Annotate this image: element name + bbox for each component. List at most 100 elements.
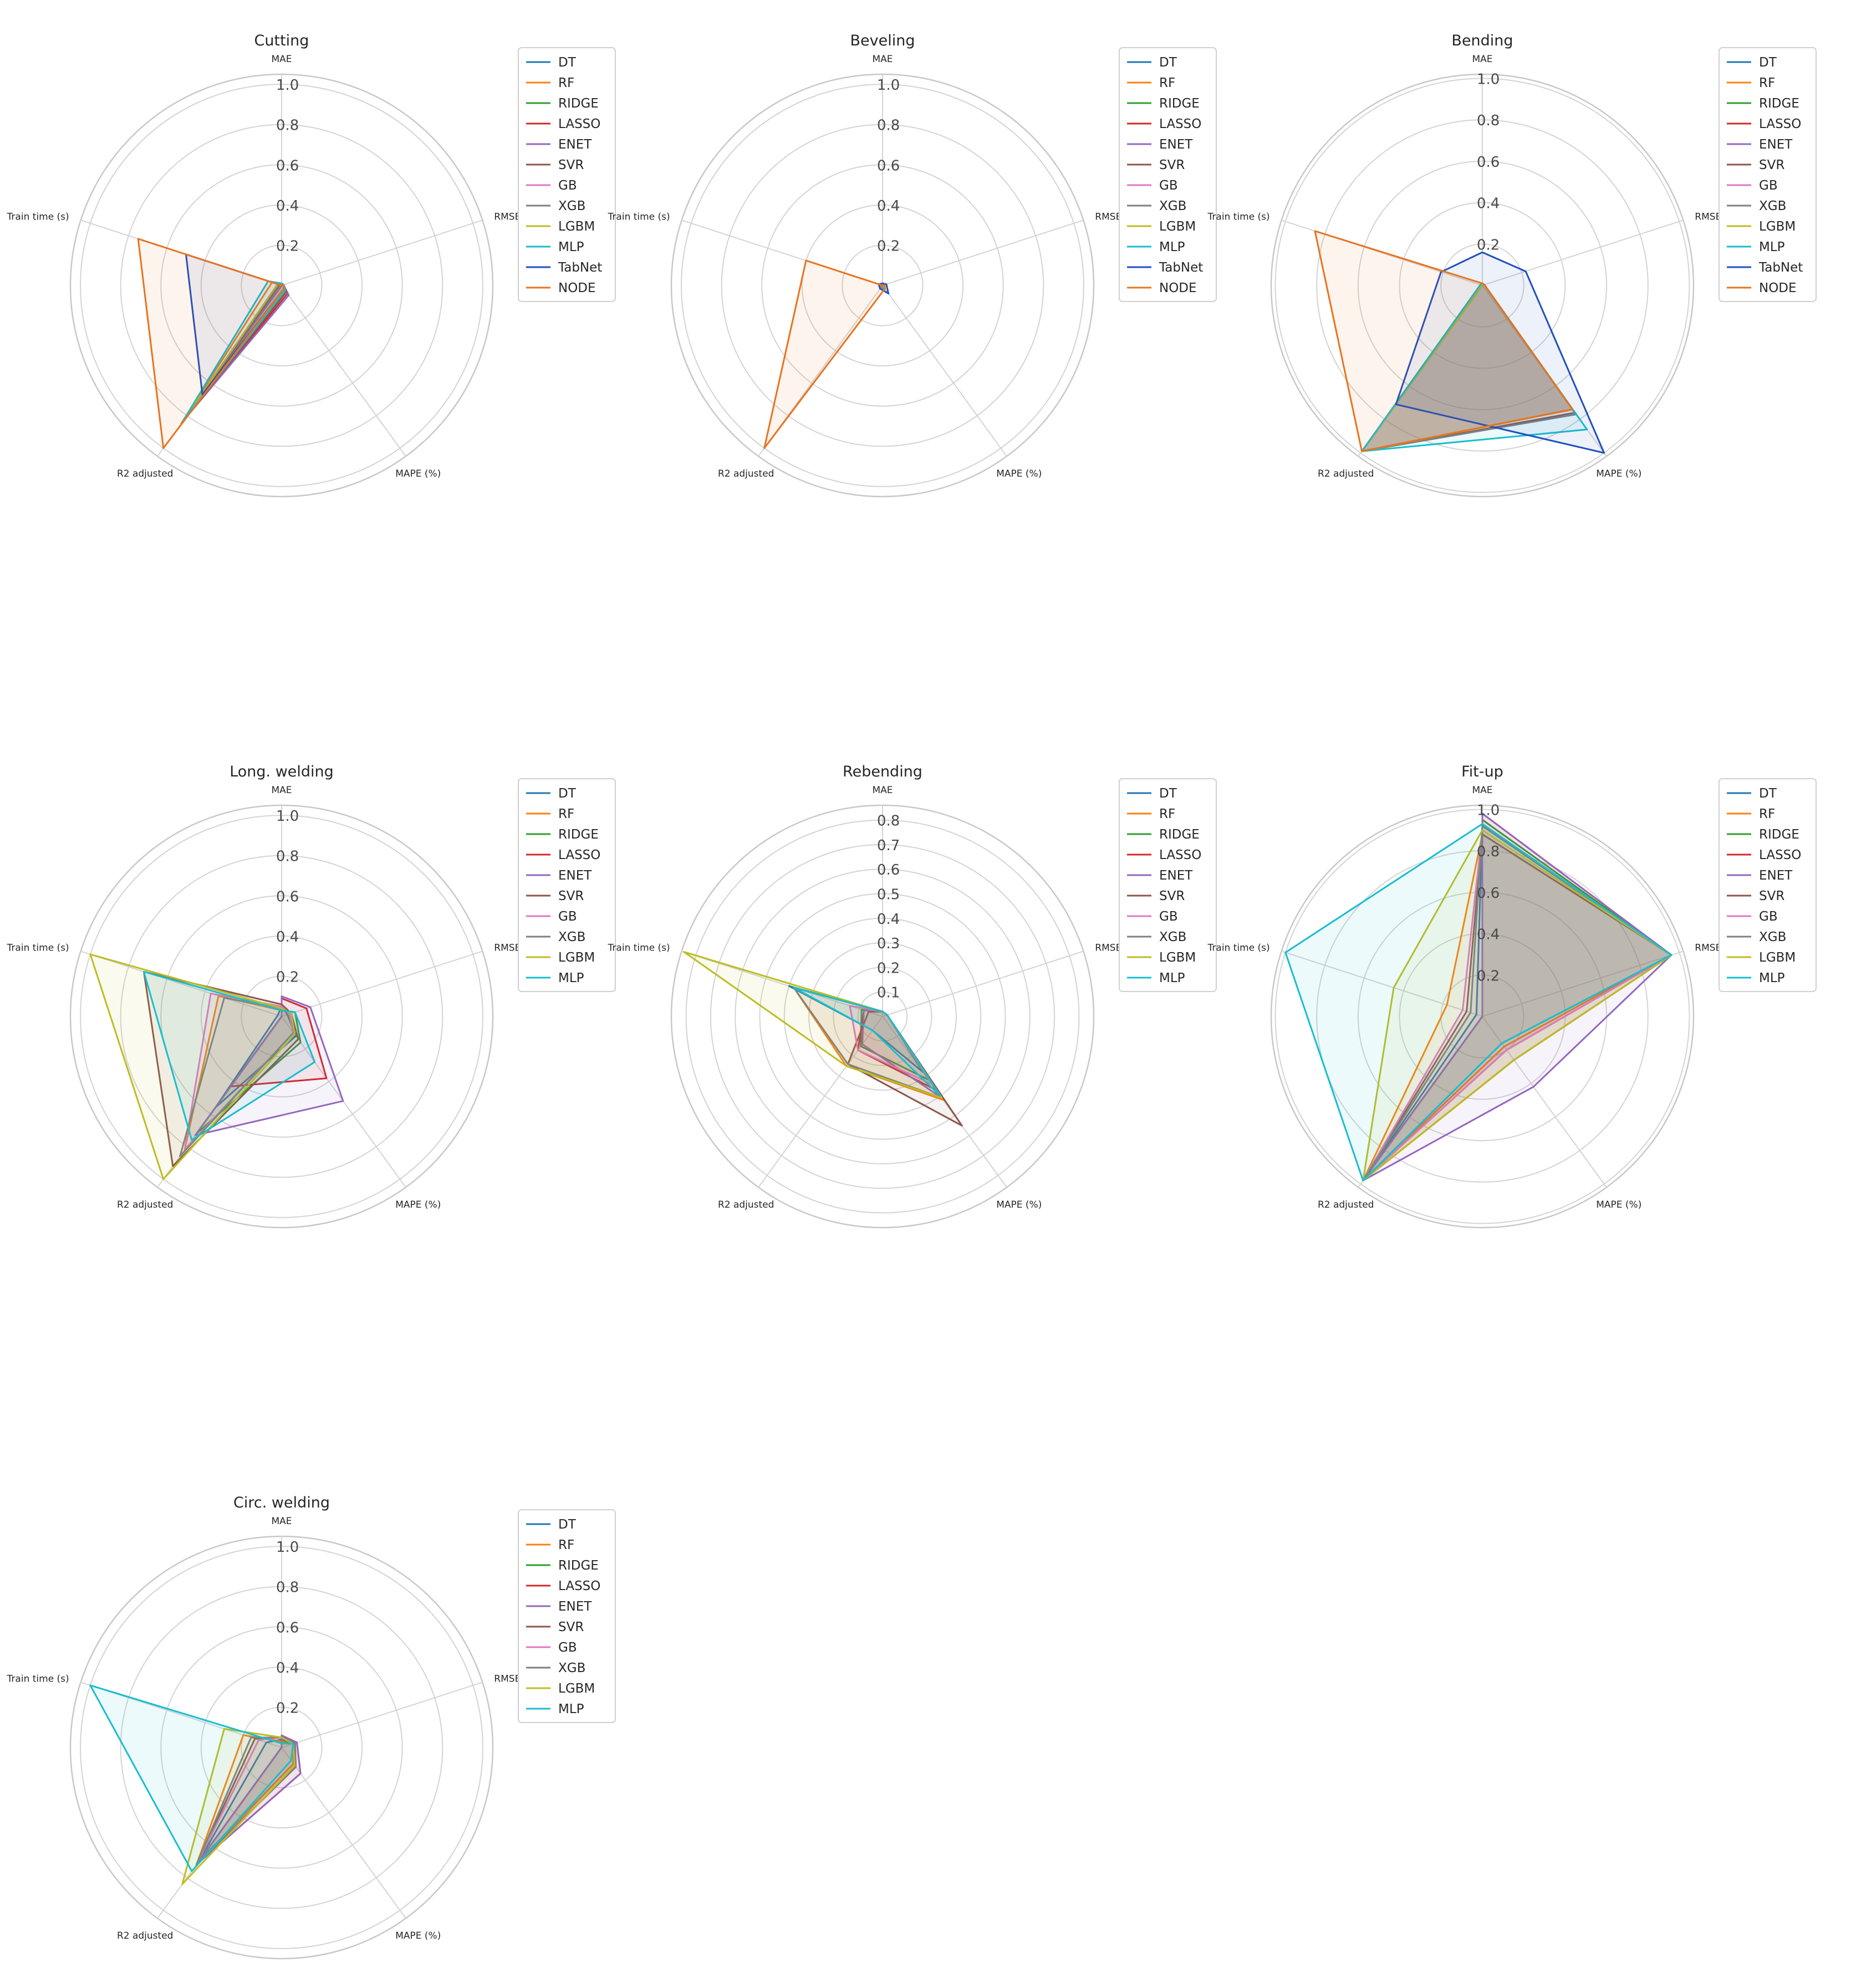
axis-label-mape: MAPE (%) [1596,1199,1641,1210]
legend-label-mlp: MLP [1759,240,1785,254]
legend-label-svr: SVR [1759,889,1784,903]
r-tick-label: 0.4 [1477,927,1500,943]
r-tick-label: 0.4 [1477,196,1500,212]
legend-label-mlp: MLP [558,971,584,985]
r-tick-label: 0.8 [877,117,900,134]
legend-label-lgbm: LGBM [558,219,595,234]
series-node [1314,230,1573,452]
legend-label-rf: RF [1159,76,1175,90]
radar-chart-rebending: 0.1 0.2 0.3 0.4 0.5 0.6 0.7 0.8 MAE RMSE MAPE (%) R… [608,763,1217,1229]
axis-label-mape: MAPE (%) [996,468,1042,479]
r-tick-label: 0.7 [877,837,900,854]
r-tick-label: 0.6 [1477,885,1500,902]
series-lgbm [1362,829,1672,1182]
legend-label-dt: DT [558,1517,577,1532]
spoke [80,950,282,1017]
legend-label-mlp: MLP [1159,971,1185,985]
spoke [281,219,483,286]
chart-title: Circ. welding [233,1494,330,1511]
legend-label-dt: DT [1759,786,1777,801]
legend-label-rf: RF [558,1538,574,1552]
r-tick-label: 0.4 [276,198,299,214]
legend-label-enet: ENET [558,137,592,152]
legend-label-tabnet: TabNet [1758,260,1803,275]
axis-label-mae: MAE [872,54,893,65]
series-dt [215,1005,297,1108]
legend-label-mlp: MLP [558,1702,584,1716]
spoke [882,219,1084,286]
axis-label-mape: MAPE (%) [395,468,441,479]
r-tick-label: 0.6 [276,1619,299,1636]
legend-label-enet: ENET [558,1599,592,1614]
r-tick-label: 1.0 [1477,71,1500,88]
legend: DT RF RIDGE LASSO ENET SVR GB XGB LGBM MLP [518,1509,616,1723]
r-tick-label: 0.6 [276,888,299,905]
legend-label-lasso: LASSO [1759,848,1801,862]
r-tick-label: 0.6 [1477,154,1500,171]
axis-label-rmse: RMSE [1095,943,1121,954]
legend-label-svr: SVR [1159,889,1185,903]
r-tick-label: 0.4 [276,929,299,946]
legend-box [1119,778,1217,992]
series-mlp [89,1684,294,1872]
legend-label-ridge: RIDGE [1159,827,1200,842]
axis-label-train-time-s: Train time (s) [7,212,69,223]
legend-label-ridge: RIDGE [558,827,599,842]
axis-label-mae: MAE [271,1516,292,1527]
r-tick-label: 0.2 [1477,968,1500,984]
legend-label-enet: ENET [558,868,592,883]
r-tick-label: 1.0 [877,77,900,94]
r-tick-label: 0.8 [276,1580,299,1596]
axis-label-train-time-s: Train time (s) [1207,212,1270,223]
legend-label-lgbm: LGBM [1159,219,1196,234]
r-tick-label: 0.2 [276,969,299,985]
r-tick-label: 0.4 [877,198,900,214]
spoke [882,1016,1007,1188]
series-mlp [793,987,941,1097]
r-tick-label: 0.8 [1477,844,1500,860]
legend-box [1719,47,1817,302]
series-lgbm [683,951,943,1099]
r-tick-label: 0.2 [1477,237,1500,253]
series-tabnet [1395,251,1605,454]
legend-label-lasso: LASSO [1159,117,1201,131]
legend-label-xgb: XGB [1159,199,1186,213]
legend-label-svr: SVR [1159,158,1185,172]
legend-label-ridge: RIDGE [558,96,599,111]
axis-label-train-time-s: Train time (s) [1207,943,1270,954]
r-tick-label: 0.5 [877,887,900,903]
legend: DT RF RIDGE LASSO ENET SVR GB XGB LGBM MLP TabNet N… [1719,47,1817,302]
axis-label-r2-adjusted: R2 adjusted [1318,468,1374,479]
r-tick-label: 0.2 [877,238,900,254]
series-node [763,259,886,449]
legend-label-svr: SVR [1759,158,1784,172]
r-tick-label: 0.2 [276,1700,299,1716]
chart-title: Rebending [843,763,922,780]
radar-chart-bending: 0.2 0.4 0.6 0.8 1.0 MAE RMSE MAPE (%) R2 adjuste… [1207,32,1817,498]
radar-chart-fit-up: 0.2 0.4 0.6 0.8 1.0 MAE RMSE MAPE (%) R2 adjuste… [1207,763,1817,1229]
legend: DT RF RIDGE LASSO ENET SVR GB XGB LGBM MLP [1119,778,1217,992]
legend-box [518,778,616,992]
series-lgbm [181,1728,295,1885]
series-enet [195,1734,302,1866]
legend-label-lasso: LASSO [558,1579,600,1593]
legend-label-dt: DT [1159,786,1177,801]
legend-label-ridge: RIDGE [558,1558,599,1573]
axis-label-r2-adjusted: R2 adjusted [117,468,174,479]
axis-label-mae: MAE [271,54,292,65]
legend-label-xgb: XGB [558,930,585,944]
spoke [1482,1016,1607,1188]
legend-label-gb: GB [1759,909,1778,924]
spoke [281,285,406,457]
legend-label-xgb: XGB [1759,930,1786,944]
legend-label-mlp: MLP [1759,971,1785,985]
r-tick-label: 0.2 [276,238,299,254]
legend-label-gb: GB [558,909,577,924]
r-tick-label: 0.8 [276,117,299,134]
spoke [1281,950,1483,1017]
axis-label-rmse: RMSE [1095,212,1121,223]
legend-label-dt: DT [1759,55,1777,70]
series-mlp [143,970,316,1141]
axis-label-mae: MAE [1472,785,1492,796]
legend-label-tabnet: TabNet [558,260,602,275]
